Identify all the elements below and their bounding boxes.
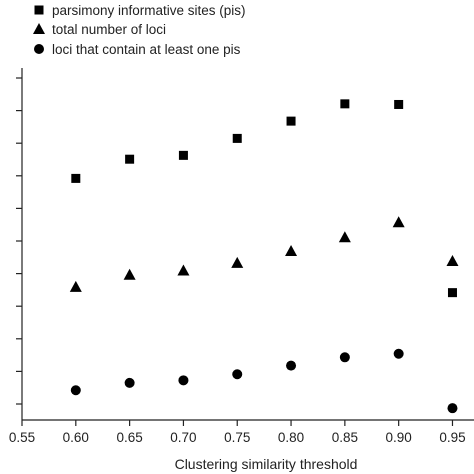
legend-triangle-icon bbox=[33, 23, 45, 34]
triangle-point bbox=[285, 245, 298, 257]
square-point bbox=[286, 116, 296, 126]
circle-point bbox=[339, 352, 350, 363]
x-tick-label: 0.55 bbox=[9, 430, 35, 445]
triangle-point bbox=[123, 268, 136, 280]
legend-label: total number of loci bbox=[52, 22, 166, 37]
legend-circle-icon bbox=[34, 44, 44, 54]
series-square bbox=[71, 99, 457, 298]
square-point bbox=[447, 288, 457, 298]
x-tick-label: 0.95 bbox=[439, 430, 465, 445]
legend-label: parsimony informative sites (pis) bbox=[52, 3, 246, 18]
series-triangle bbox=[69, 216, 459, 292]
square-point bbox=[178, 150, 188, 160]
square-point bbox=[232, 133, 242, 143]
triangle-point bbox=[177, 264, 190, 276]
y-axis bbox=[16, 68, 23, 420]
legend: parsimony informative sites (pis) total n… bbox=[33, 3, 246, 57]
x-tick-label: 0.80 bbox=[278, 430, 304, 445]
data-points bbox=[69, 99, 459, 414]
square-point bbox=[340, 99, 350, 109]
circle-point bbox=[286, 360, 297, 371]
x-tick-label: 0.75 bbox=[224, 430, 250, 445]
circle-point bbox=[70, 385, 81, 396]
triangle-point bbox=[231, 256, 244, 268]
circle-point bbox=[447, 403, 458, 414]
square-point bbox=[125, 154, 135, 164]
legend-item: loci that contain at least one pis bbox=[34, 42, 241, 57]
triangle-point bbox=[446, 254, 459, 266]
x-tick-label: 0.85 bbox=[332, 430, 358, 445]
series-circle bbox=[70, 348, 458, 414]
circle-point bbox=[178, 375, 189, 386]
legend-square-icon bbox=[34, 5, 44, 15]
square-point bbox=[71, 173, 81, 183]
x-tick-label: 0.90 bbox=[386, 430, 412, 445]
triangle-point bbox=[392, 216, 405, 228]
x-axis: 0.55 0.60 0.65 0.70 0.75 0.80 0.85 0.90 0.95 bbox=[9, 419, 474, 445]
triangle-point bbox=[69, 280, 82, 292]
legend-item: parsimony informative sites (pis) bbox=[34, 3, 246, 18]
legend-label: loci that contain at least one pis bbox=[52, 42, 241, 57]
x-tick-label: 0.70 bbox=[170, 430, 196, 445]
x-tick-label: 0.60 bbox=[63, 430, 89, 445]
x-axis-title: Clustering similarity threshold bbox=[175, 456, 358, 472]
circle-point bbox=[124, 377, 135, 388]
triangle-point bbox=[338, 231, 351, 243]
legend-item: total number of loci bbox=[33, 22, 166, 37]
square-point bbox=[394, 99, 404, 109]
x-tick-label: 0.65 bbox=[116, 430, 142, 445]
circle-point bbox=[393, 348, 404, 359]
circle-point bbox=[232, 369, 243, 380]
